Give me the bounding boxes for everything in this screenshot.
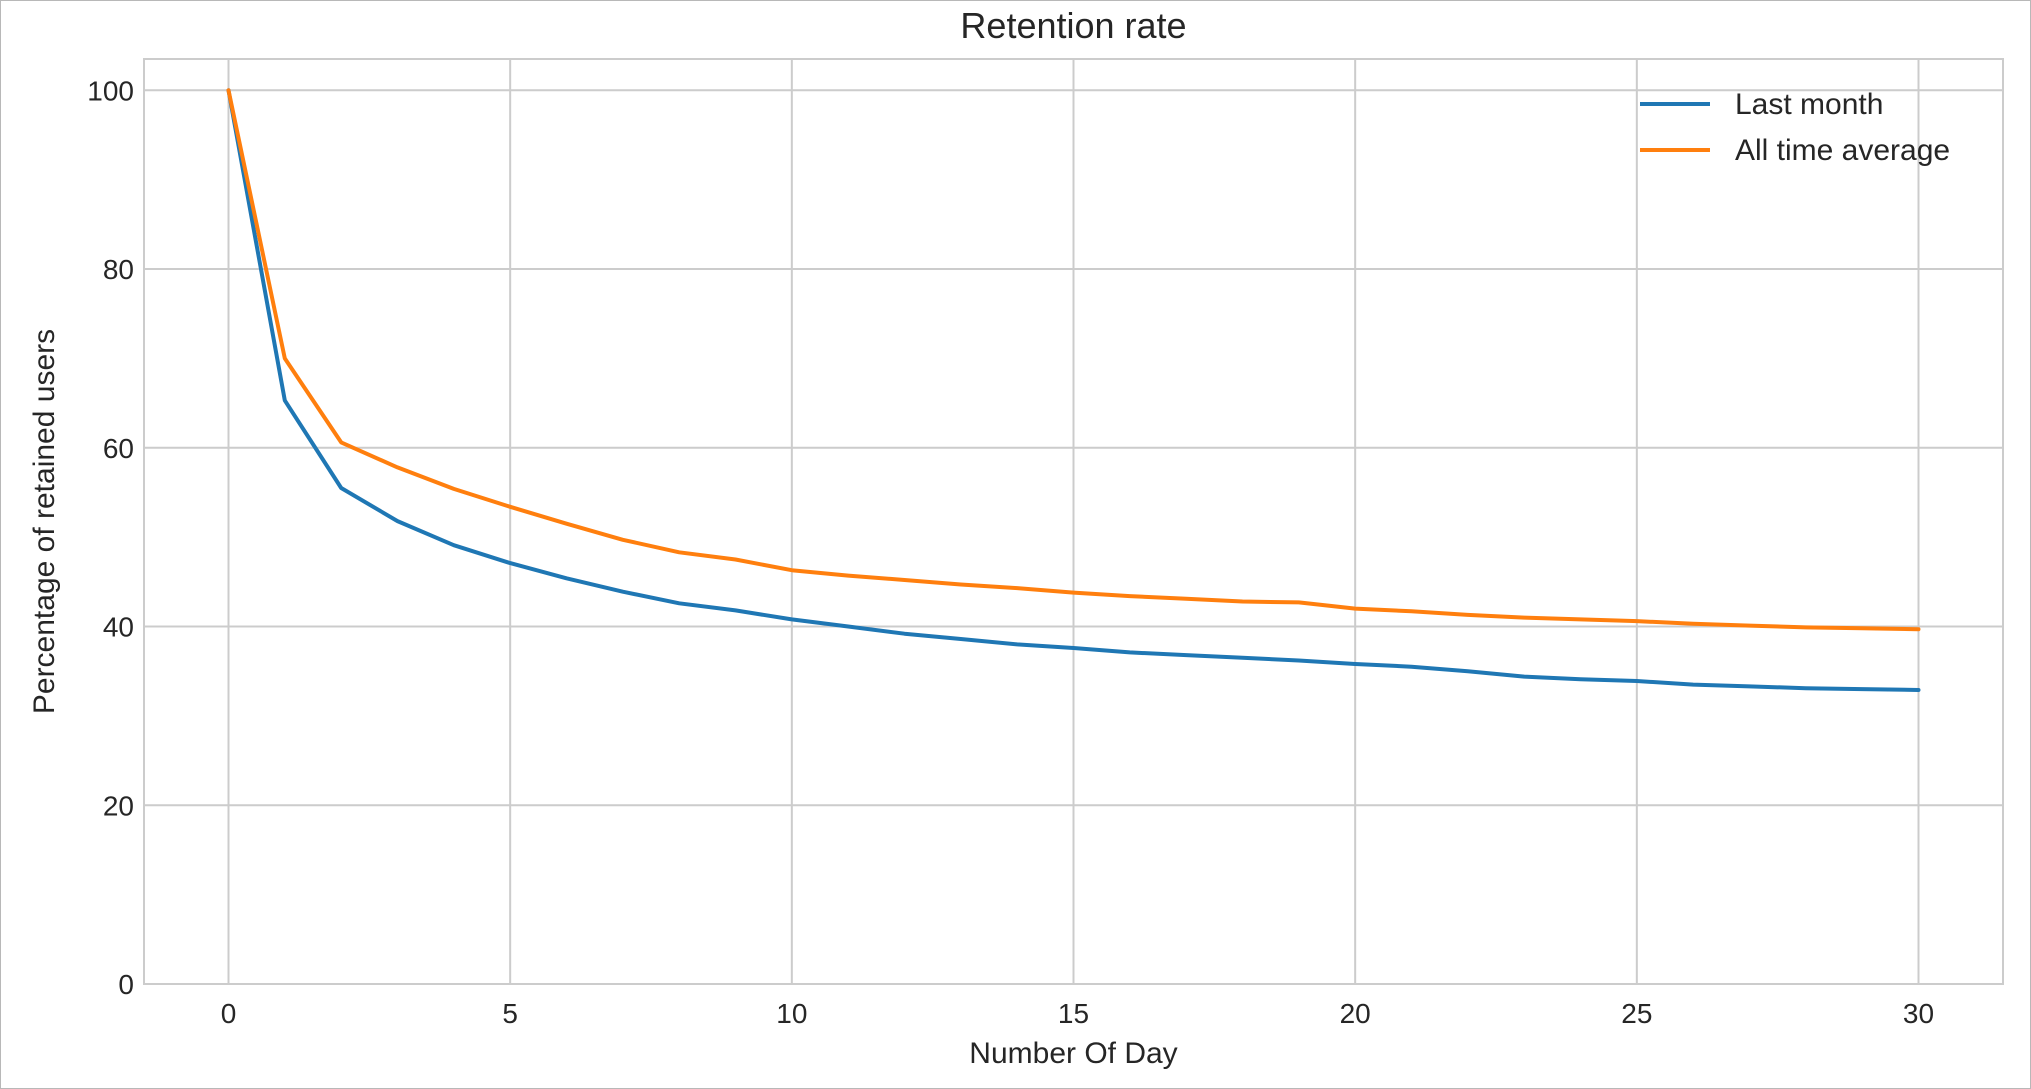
y-tick-label: 60 — [103, 433, 134, 464]
plot-area-border — [143, 58, 2004, 985]
x-tick-label: 10 — [776, 998, 807, 1029]
series-lines — [226, 88, 1921, 692]
legend: Last month All time average — [1640, 88, 1950, 167]
x-tick-label: 30 — [1903, 998, 1934, 1029]
x-tick-label: 5 — [502, 998, 518, 1029]
x-tick-label: 25 — [1621, 998, 1652, 1029]
chart-title: Retention rate — [960, 5, 1186, 46]
x-tick-label: 0 — [221, 998, 237, 1029]
y-axis-label: Percentage of retained users — [28, 329, 61, 714]
series-line-all-time-average — [226, 88, 1921, 632]
y-tick-label: 80 — [103, 254, 134, 285]
series-line-last-month — [226, 88, 1921, 692]
y-tick-label: 20 — [103, 790, 134, 821]
legend-label-last-month: Last month — [1735, 88, 1883, 121]
legend-label-all-time-average: All time average — [1735, 134, 1950, 167]
y-tick-label: 40 — [103, 612, 134, 643]
x-axis-label: Number Of Day — [969, 1037, 1177, 1070]
axis-ticks: 0 5 10 15 20 25 30 0 20 40 60 80 100 — [87, 75, 1934, 1029]
y-tick-label: 0 — [118, 969, 134, 1000]
x-tick-label: 20 — [1340, 998, 1371, 1029]
x-tick-label: 15 — [1058, 998, 1089, 1029]
y-tick-label: 100 — [87, 75, 134, 106]
grid — [144, 59, 2003, 985]
